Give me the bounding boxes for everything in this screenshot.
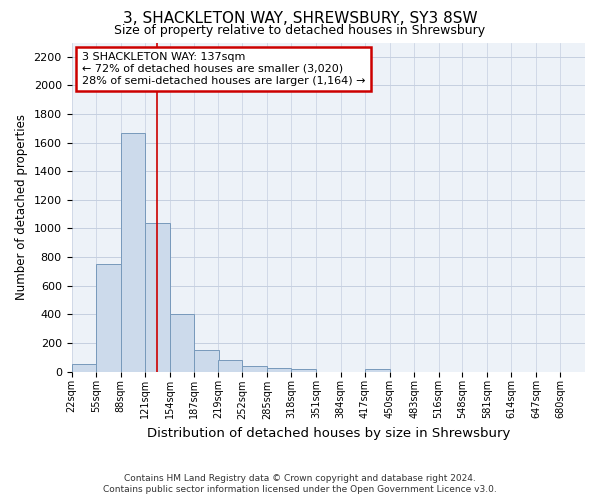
Text: Contains HM Land Registry data © Crown copyright and database right 2024.
Contai: Contains HM Land Registry data © Crown c… — [103, 474, 497, 494]
Bar — [170, 314, 194, 372]
Y-axis label: Number of detached properties: Number of detached properties — [15, 114, 28, 300]
Bar — [292, 368, 316, 372]
Bar — [365, 368, 389, 372]
Bar — [267, 368, 292, 372]
Bar — [121, 132, 145, 372]
Bar — [96, 264, 121, 372]
Bar — [218, 360, 242, 372]
Bar — [194, 350, 218, 372]
Bar — [71, 364, 96, 372]
Bar — [242, 366, 267, 372]
X-axis label: Distribution of detached houses by size in Shrewsbury: Distribution of detached houses by size … — [146, 427, 510, 440]
Bar — [145, 223, 170, 372]
Text: 3 SHACKLETON WAY: 137sqm
← 72% of detached houses are smaller (3,020)
28% of sem: 3 SHACKLETON WAY: 137sqm ← 72% of detach… — [82, 52, 365, 86]
Text: 3, SHACKLETON WAY, SHREWSBURY, SY3 8SW: 3, SHACKLETON WAY, SHREWSBURY, SY3 8SW — [122, 11, 478, 26]
Text: Size of property relative to detached houses in Shrewsbury: Size of property relative to detached ho… — [115, 24, 485, 37]
